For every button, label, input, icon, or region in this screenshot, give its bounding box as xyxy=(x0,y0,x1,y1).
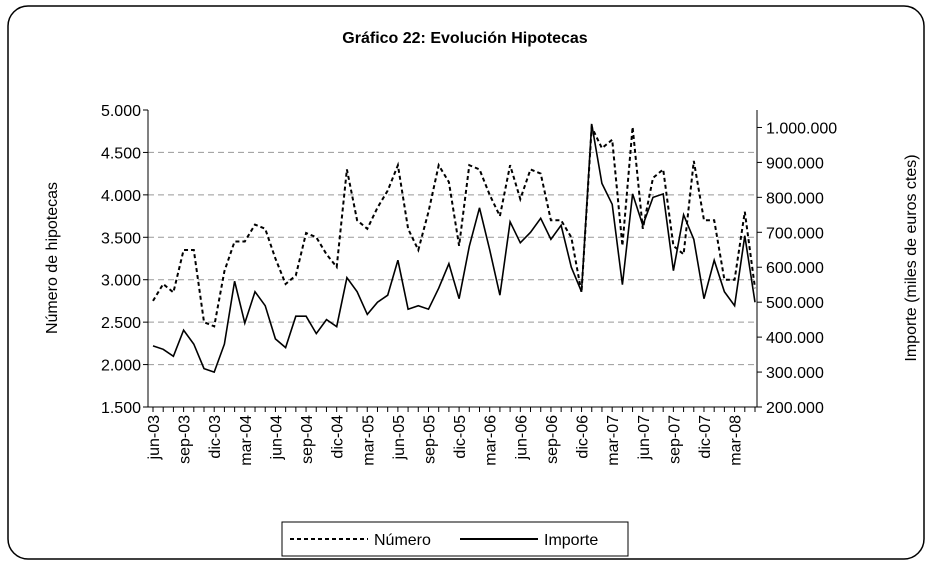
y-tick-label: 1.500 xyxy=(101,400,141,417)
legend-label: Importe xyxy=(544,532,598,549)
x-tick-label: sep-05 xyxy=(421,415,438,464)
x-tick-label: jun-06 xyxy=(513,415,530,461)
y2-tick-label: 400.000 xyxy=(766,330,824,347)
y2-tick-label: 900.000 xyxy=(766,155,824,172)
chart-frame xyxy=(7,5,925,560)
series-line xyxy=(152,123,756,374)
x-tick-label: sep-06 xyxy=(544,415,561,464)
axis-titles: Número de hipotecas Importe (miles de eu… xyxy=(44,154,920,361)
y-tick-label: 5.000 xyxy=(101,103,141,120)
x-tick-label: dic-05 xyxy=(452,415,469,459)
y2-tick-label: 500.000 xyxy=(766,295,824,312)
y2-tick-label: 1.000.000 xyxy=(766,120,837,137)
x-tick-label: sep-03 xyxy=(177,415,194,464)
y2-tick-label: 600.000 xyxy=(766,260,824,277)
y2-tick-label: 800.000 xyxy=(766,190,824,207)
x-tick-label: dic-04 xyxy=(330,415,347,459)
y-tick-label: 4.500 xyxy=(101,145,141,162)
y2-axis-title: Importe (miles de euros ctes) xyxy=(903,154,920,361)
y-tick-label: 4.000 xyxy=(101,188,141,205)
y2-tick-label: 700.000 xyxy=(766,225,824,242)
y-tick-label: 2.500 xyxy=(101,315,141,332)
x-tick-label: mar-07 xyxy=(605,415,622,466)
y-tick-label: 3.000 xyxy=(101,273,141,290)
x-tick-label: dic-03 xyxy=(207,415,224,459)
x-tick-label: dic-06 xyxy=(575,415,592,459)
legend-label: Número xyxy=(374,532,431,549)
x-tick-label: mar-08 xyxy=(728,415,745,466)
series-line xyxy=(152,123,756,328)
x-tick-label: mar-06 xyxy=(483,415,500,466)
x-tick-label: jun-07 xyxy=(636,415,653,461)
x-tick-label: jun-03 xyxy=(146,415,163,461)
y2-tick-label: 300.000 xyxy=(766,365,824,382)
chart-title: Gráfico 22: Evolución Hipotecas xyxy=(342,30,588,47)
x-tick-label: mar-05 xyxy=(360,415,377,466)
x-tick-label: sep-04 xyxy=(299,415,316,464)
x-tick-label: jun-04 xyxy=(268,415,285,461)
x-tick-label: jun-05 xyxy=(391,415,408,461)
x-tick-label: sep-07 xyxy=(666,415,683,464)
x-tick-label: mar-04 xyxy=(238,415,255,466)
y2-tick-label: 200.000 xyxy=(766,400,824,417)
y-axis-title: Número de hipotecas xyxy=(44,182,61,334)
y-tick-label: 3.500 xyxy=(101,230,141,247)
y-tick-label: 2.000 xyxy=(101,358,141,375)
x-tick-label: dic-07 xyxy=(697,415,714,459)
